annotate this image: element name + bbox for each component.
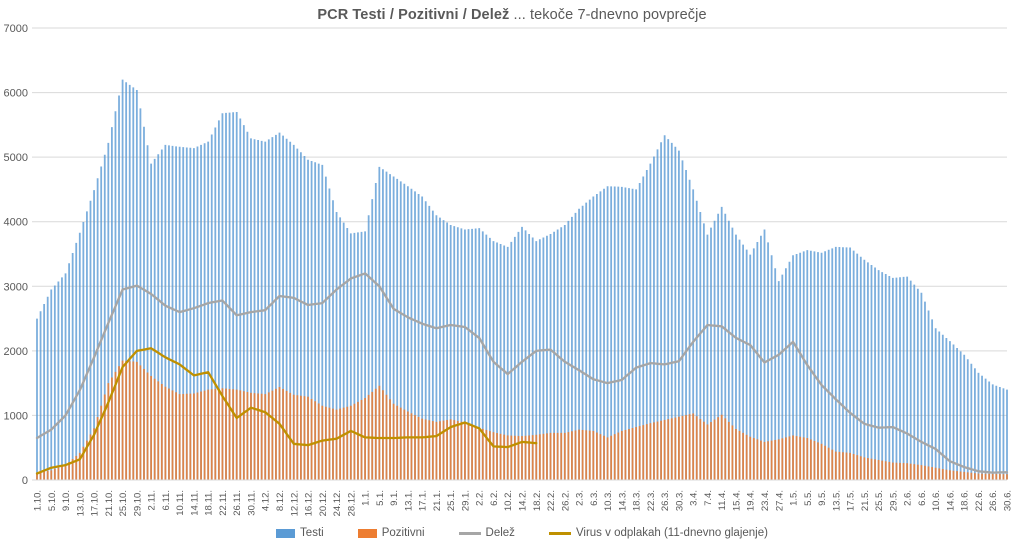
svg-text:5000: 5000 xyxy=(4,152,28,164)
chart-legend: Testi Pozitivni Delež Virus v odplakah (11-… xyxy=(37,527,1007,539)
svg-text:8.12.: 8.12. xyxy=(275,490,286,511)
svg-text:9.5.: 9.5. xyxy=(817,490,828,506)
legend-bar-swatch-icon xyxy=(357,528,377,538)
svg-text:6.3.: 6.3. xyxy=(589,490,600,506)
svg-text:1.1.: 1.1. xyxy=(361,490,372,506)
svg-text:4000: 4000 xyxy=(4,217,28,229)
legend-label: Delež xyxy=(485,527,515,539)
svg-text:6.2.: 6.2. xyxy=(489,490,500,506)
svg-text:18.6.: 18.6. xyxy=(960,490,971,511)
svg-text:2.2.: 2.2. xyxy=(475,490,486,506)
svg-text:9.1.: 9.1. xyxy=(389,490,400,506)
svg-text:30.3.: 30.3. xyxy=(674,490,685,511)
svg-text:6.11.: 6.11. xyxy=(161,490,172,510)
svg-text:5.10.: 5.10. xyxy=(47,490,58,511)
svg-text:17.10.: 17.10. xyxy=(90,490,101,516)
svg-text:2000: 2000 xyxy=(4,346,28,358)
svg-text:18.11.: 18.11. xyxy=(204,490,215,516)
svg-text:22.6.: 22.6. xyxy=(974,490,985,511)
legend-label: Virus v odplakah (11-dnevno glajenje) xyxy=(575,527,768,539)
svg-text:14.2.: 14.2. xyxy=(518,490,529,511)
legend-label: Pozitivni xyxy=(381,527,425,539)
svg-text:10.3.: 10.3. xyxy=(603,490,614,511)
legend-line-swatch-icon xyxy=(458,531,481,535)
svg-text:26.11.: 26.11. xyxy=(232,490,243,516)
svg-text:2.3.: 2.3. xyxy=(575,490,586,506)
svg-text:30.11.: 30.11. xyxy=(246,490,257,516)
legend-item: Virus v odplakah (11-dnevno glajenje) xyxy=(548,527,768,539)
svg-text:13.1.: 13.1. xyxy=(403,490,414,511)
legend-item: Delež xyxy=(458,527,515,539)
svg-text:29.10.: 29.10. xyxy=(132,490,143,516)
svg-text:6.6.: 6.6. xyxy=(917,490,928,506)
svg-text:1000: 1000 xyxy=(4,410,28,422)
svg-text:7.4.: 7.4. xyxy=(703,490,714,506)
svg-text:21.5.: 21.5. xyxy=(860,490,871,511)
legend-label: Testi xyxy=(300,527,324,539)
svg-text:22.11.: 22.11. xyxy=(218,490,229,516)
svg-text:3.4.: 3.4. xyxy=(689,490,700,506)
svg-text:9.10.: 9.10. xyxy=(61,490,72,511)
svg-text:7000: 7000 xyxy=(4,23,28,35)
svg-text:5.1.: 5.1. xyxy=(375,490,386,506)
line-series xyxy=(35,272,1009,474)
svg-text:21.1.: 21.1. xyxy=(432,490,443,511)
chart-title-bold: PCR Testi / Pozitivni / Delež xyxy=(317,7,510,23)
svg-text:14.3.: 14.3. xyxy=(617,490,628,511)
svg-text:17.1.: 17.1. xyxy=(418,490,429,511)
svg-text:29.5.: 29.5. xyxy=(888,490,899,511)
svg-text:5.5.: 5.5. xyxy=(803,490,814,506)
svg-text:12.12.: 12.12. xyxy=(289,490,300,516)
svg-text:22.2.: 22.2. xyxy=(546,490,557,511)
svg-text:30.6.: 30.6. xyxy=(1003,490,1014,511)
svg-text:1.10.: 1.10. xyxy=(33,490,44,511)
svg-text:26.6.: 26.6. xyxy=(988,490,999,511)
svg-text:4.12.: 4.12. xyxy=(261,490,272,511)
svg-text:11.4.: 11.4. xyxy=(717,490,728,510)
svg-text:24.12.: 24.12. xyxy=(332,490,343,516)
svg-text:10.2.: 10.2. xyxy=(503,490,514,511)
svg-text:10.6.: 10.6. xyxy=(931,490,942,511)
svg-text:16.12.: 16.12. xyxy=(304,490,315,516)
svg-text:6000: 6000 xyxy=(4,88,28,100)
legend-bar-swatch-icon xyxy=(276,528,296,538)
svg-text:18.3.: 18.3. xyxy=(632,490,643,511)
svg-text:25.10.: 25.10. xyxy=(118,490,129,516)
svg-text:0: 0 xyxy=(22,475,28,487)
svg-text:25.5.: 25.5. xyxy=(874,490,885,511)
svg-text:20.12.: 20.12. xyxy=(318,490,329,516)
svg-text:27.4.: 27.4. xyxy=(774,490,785,511)
legend-line-swatch-icon xyxy=(548,531,571,535)
legend-item: Pozitivni xyxy=(357,527,425,539)
svg-text:2.6.: 2.6. xyxy=(903,490,914,506)
svg-text:14.11.: 14.11. xyxy=(189,490,200,516)
svg-text:1.5.: 1.5. xyxy=(789,490,800,506)
svg-text:26.3.: 26.3. xyxy=(660,490,671,511)
svg-text:28.12.: 28.12. xyxy=(346,490,357,516)
svg-text:17.5.: 17.5. xyxy=(846,490,857,511)
svg-text:19.4.: 19.4. xyxy=(746,490,757,511)
svg-text:26.2.: 26.2. xyxy=(560,490,571,511)
svg-text:22.3.: 22.3. xyxy=(646,490,657,511)
svg-text:18.2.: 18.2. xyxy=(532,490,543,511)
chart-title: PCR Testi / Pozitivni / Delež ... tekoče… xyxy=(0,7,1024,23)
svg-text:29.1.: 29.1. xyxy=(460,490,471,511)
line-series xyxy=(35,347,538,475)
svg-text:13.10.: 13.10. xyxy=(75,490,86,516)
svg-text:15.4.: 15.4. xyxy=(731,490,742,511)
svg-text:10.11.: 10.11. xyxy=(175,490,186,516)
svg-text:3000: 3000 xyxy=(4,281,28,293)
svg-text:14.6.: 14.6. xyxy=(945,490,956,511)
svg-text:21.10.: 21.10. xyxy=(104,490,115,516)
legend-item: Testi xyxy=(276,527,324,539)
svg-text:25.1.: 25.1. xyxy=(446,490,457,511)
svg-text:13.5.: 13.5. xyxy=(831,490,842,511)
chart-title-suffix: ... tekoče 7-dnevno povprečje xyxy=(509,7,707,23)
svg-text:23.4.: 23.4. xyxy=(760,490,771,511)
svg-text:2.11.: 2.11. xyxy=(147,490,158,510)
